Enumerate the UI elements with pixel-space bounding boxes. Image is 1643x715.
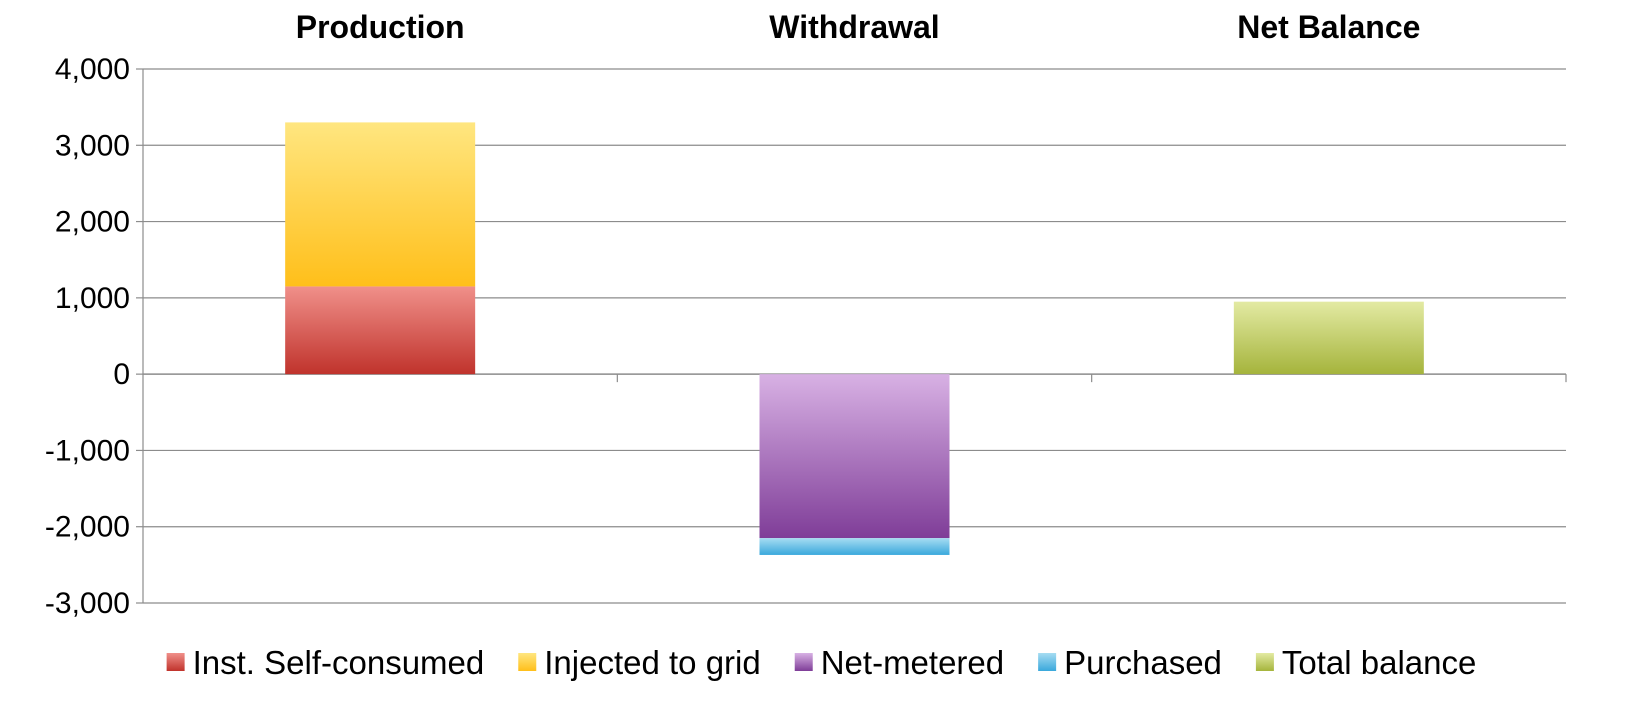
category-label-production: Production [296,9,465,45]
category-label-net-balance: Net Balance [1237,9,1420,45]
bars [285,122,1424,555]
legend-item-total-balance: Total balance [1255,644,1476,681]
legend-label: Total balance [1282,644,1476,681]
legend-swatch [1255,653,1274,671]
y-tick-label: -1,000 [45,434,130,467]
legend-label: Purchased [1064,644,1222,681]
bar-net-balance-total-balance [1233,301,1424,375]
legend-swatch [794,653,813,671]
legend-label: Injected to grid [544,644,760,681]
legend-item-injected-to-grid: Injected to grid [518,644,761,681]
y-tick-label: -2,000 [45,511,130,544]
y-tick-label: 1,000 [55,282,130,315]
legend-swatch [1038,653,1057,671]
legend-item-inst-self-consumed: Inst. Self-consumed [166,644,485,681]
axes [136,68,1567,604]
legend: Inst. Self-consumed Injected to grid Net-m… [166,644,1476,681]
bar-production-inst-self-consumed [285,286,476,375]
legend-swatch [518,653,537,671]
legend-item-net-metered: Net-metered [794,644,1004,681]
y-tick-label: 0 [113,358,130,391]
legend-label: Inst. Self-consumed [193,644,485,681]
y-tick-label: -3,000 [45,587,130,620]
legend-item-purchased: Purchased [1038,644,1222,681]
y-tick-label: 4,000 [55,53,130,86]
bar-production-injected-to-grid [285,122,476,287]
bar-withdrawal-purchased [759,538,950,555]
y-tick-label: 3,000 [55,129,130,162]
labels: 4,000 3,000 2,000 1,000 0 -1,000 -2,000 -3,000 P… [45,9,1421,620]
bar-withdrawal-net-metered [759,374,950,539]
y-tick-label: 2,000 [55,206,130,239]
category-label-withdrawal: Withdrawal [769,9,939,45]
legend-swatch [166,653,185,671]
legend-label: Net-metered [821,644,1004,681]
